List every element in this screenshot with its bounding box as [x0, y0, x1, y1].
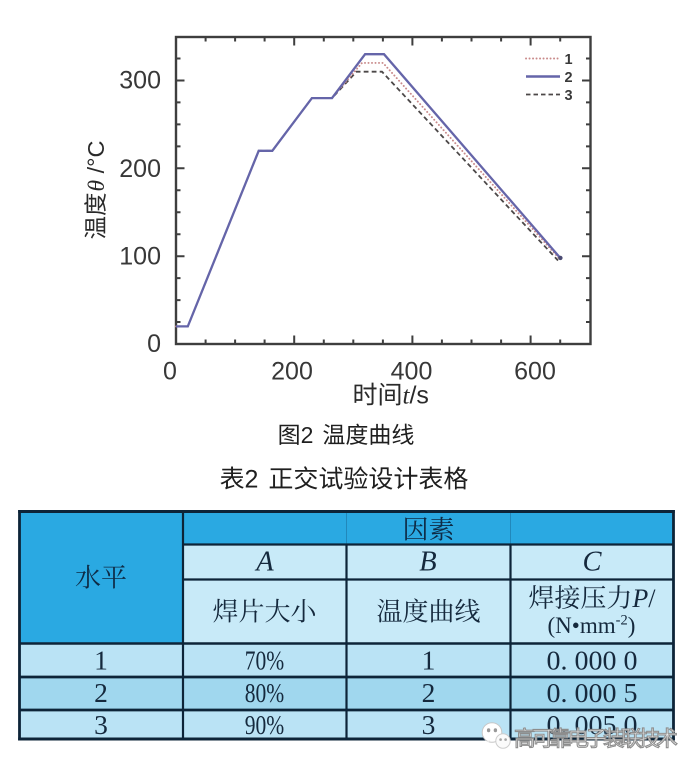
svg-text:200: 200 [271, 358, 313, 386]
svg-text:P/: P/ [631, 584, 656, 613]
svg-text:300: 300 [119, 67, 161, 95]
svg-text:A: A [254, 547, 274, 578]
svg-text:600: 600 [514, 358, 556, 386]
svg-text:t/s: t/s [403, 382, 429, 410]
svg-text:θ /°C: θ /°C [83, 140, 110, 191]
svg-text:2: 2 [94, 677, 108, 708]
svg-text:70%: 70% [245, 645, 285, 676]
svg-text:0. 000 0: 0. 000 0 [547, 645, 638, 676]
svg-text:3: 3 [422, 709, 436, 740]
svg-text:C: C [582, 547, 602, 578]
svg-text:1: 1 [422, 645, 436, 676]
svg-text:90%: 90% [245, 709, 285, 740]
svg-text:B: B [419, 547, 436, 578]
svg-text:2: 2 [301, 422, 314, 448]
svg-text:0: 0 [147, 330, 161, 358]
svg-text:1: 1 [94, 645, 108, 676]
svg-text:80%: 80% [245, 677, 285, 708]
svg-text:2: 2 [245, 466, 259, 494]
svg-text:200: 200 [119, 155, 161, 183]
svg-text:400: 400 [391, 358, 433, 386]
svg-text:3: 3 [565, 88, 573, 104]
svg-text:0. 000 5: 0. 000 5 [547, 677, 638, 708]
svg-text:2: 2 [565, 70, 573, 86]
svg-text:2: 2 [422, 677, 436, 708]
svg-text:0: 0 [163, 358, 177, 386]
svg-text:3: 3 [94, 709, 108, 740]
svg-text:(N•mm-2): (N•mm-2) [548, 613, 636, 639]
svg-text:100: 100 [119, 243, 161, 271]
svg-text:1: 1 [565, 52, 573, 68]
